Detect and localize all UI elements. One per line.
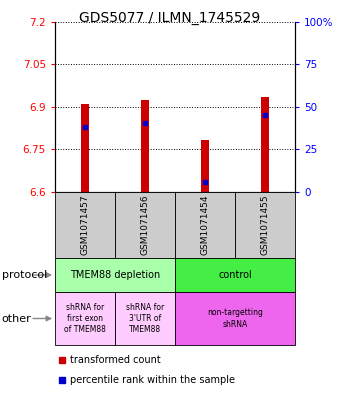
Text: GSM1071455: GSM1071455 bbox=[260, 195, 270, 255]
Text: percentile rank within the sample: percentile rank within the sample bbox=[70, 375, 235, 385]
Text: other: other bbox=[2, 314, 31, 323]
Text: shRNA for
3'UTR of
TMEM88: shRNA for 3'UTR of TMEM88 bbox=[126, 303, 164, 334]
Text: GSM1071457: GSM1071457 bbox=[81, 195, 89, 255]
Bar bbox=[201, 140, 209, 192]
Bar bbox=[55, 192, 115, 258]
Text: GSM1071456: GSM1071456 bbox=[140, 195, 150, 255]
Text: transformed count: transformed count bbox=[70, 355, 161, 365]
Bar bbox=[81, 104, 89, 192]
Bar bbox=[55, 258, 175, 292]
Text: GSM1071454: GSM1071454 bbox=[201, 195, 209, 255]
Bar bbox=[175, 258, 295, 292]
Bar bbox=[235, 192, 295, 258]
Text: control: control bbox=[218, 270, 252, 280]
Text: protocol: protocol bbox=[2, 270, 47, 280]
Bar bbox=[115, 292, 175, 345]
Bar bbox=[141, 100, 149, 192]
Text: GDS5077 / ILMN_1745529: GDS5077 / ILMN_1745529 bbox=[79, 11, 261, 25]
Bar bbox=[175, 192, 235, 258]
Text: non-targetting
shRNA: non-targetting shRNA bbox=[207, 309, 263, 329]
Text: shRNA for
first exon
of TMEM88: shRNA for first exon of TMEM88 bbox=[64, 303, 106, 334]
Bar bbox=[261, 97, 269, 192]
Bar bbox=[115, 192, 175, 258]
Bar bbox=[55, 292, 115, 345]
Bar bbox=[175, 292, 295, 345]
Text: TMEM88 depletion: TMEM88 depletion bbox=[70, 270, 160, 280]
